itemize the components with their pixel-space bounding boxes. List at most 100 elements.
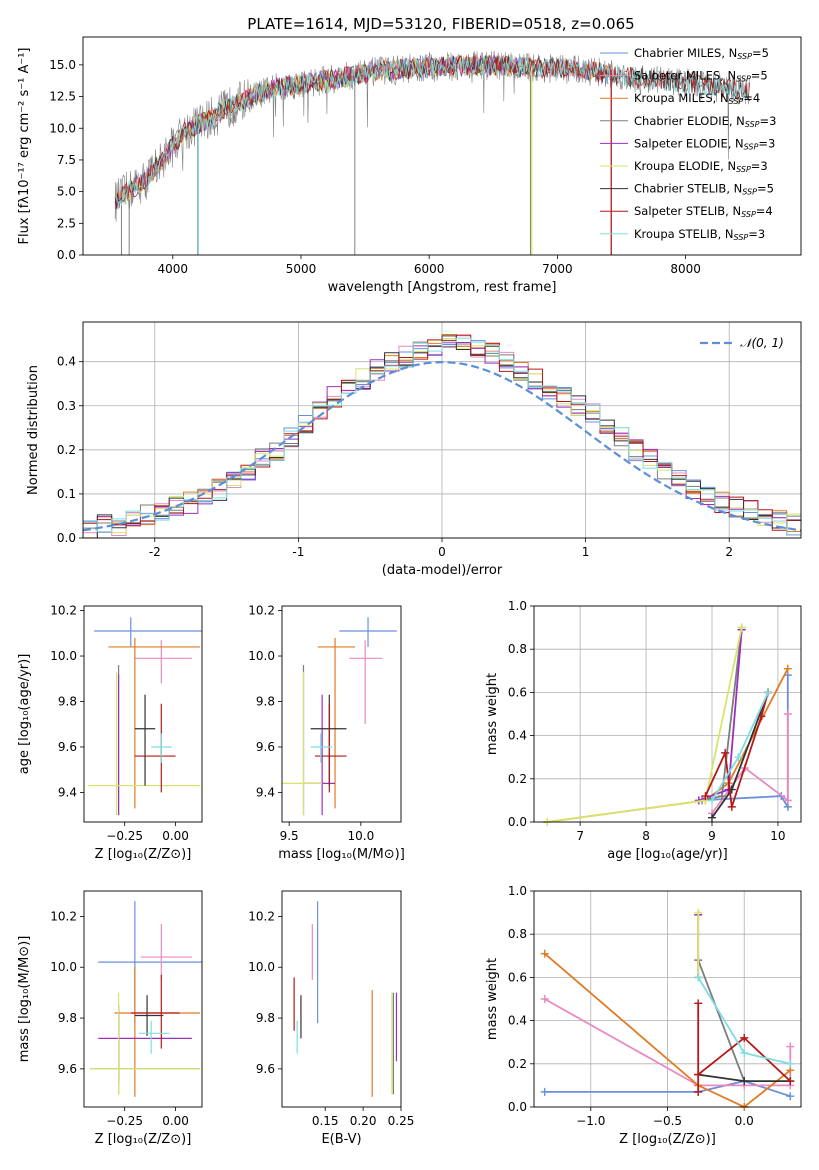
x-tick-label: 8000	[670, 262, 701, 276]
legend-label: Salpeter ELODIE, NSSP=3	[634, 136, 775, 151]
x-axis-label: mass [log₁₀(M/M⊙)]	[278, 847, 405, 862]
age-vs-metallicity-panel: −0.25 0.00 9.4 9.6 9.8 10.0 10.2 Z [log₁₀(Z/Z⊙)…	[17, 604, 203, 862]
axes-frame	[83, 605, 203, 823]
error-bars	[282, 617, 397, 816]
weight-lines	[543, 623, 792, 826]
y-tick-label: 10.2	[248, 604, 275, 618]
x-tick-label: 9	[708, 829, 716, 843]
weight-line-chabrier_elodie	[697, 959, 746, 1082]
x-tick-label: 10	[770, 829, 785, 843]
legend-label: Salpeter STELIB, NSSP=4	[634, 204, 773, 219]
mass-vs-metallicity-panel: −0.25 0.00 9.6 9.8 10.0 10.2 Z [log₁₀(Z/Z⊙)] ma…	[17, 890, 203, 1147]
y-tick-label: 10.2	[248, 909, 275, 923]
histograms	[83, 333, 801, 538]
legend-label: Kroupa ELODIE, NSSP=3	[634, 159, 768, 174]
y-tick-label: 0.0	[57, 248, 76, 262]
x-axis-label: wavelength [Angstrom, rest frame]	[328, 280, 557, 295]
y-tick-label: 0.3	[57, 399, 76, 413]
axes-frame	[281, 605, 402, 823]
weight-marker-kroupa_miles	[783, 664, 792, 673]
y-tick-label: 12.5	[49, 90, 76, 104]
y-tick-label: 2.5	[57, 216, 76, 230]
weight-marker-kroupa_elodie	[737, 623, 746, 632]
x-tick-label: −0.25	[106, 829, 143, 843]
x-tick-label: 4000	[157, 262, 188, 276]
y-tick-label: 9.6	[256, 1062, 275, 1076]
y-tick-label: 10.2	[50, 604, 77, 618]
y-axis-label: Flux [fλ10⁻¹⁷ erg cm⁻² s⁻¹ A⁻¹]	[17, 48, 32, 245]
weight-marker-kroupa_stelib	[734, 753, 743, 762]
error-bars	[293, 901, 398, 1097]
weight-marker-kroupa_stelib	[786, 1059, 795, 1068]
y-tick-label: 10.0	[50, 649, 77, 663]
model-spectrum-kroupa_stelib	[114, 55, 751, 206]
y-tick-label: 0.2	[508, 772, 527, 786]
weight-marker-salpeter_stelib	[701, 792, 710, 801]
y-tick-label: 0.2	[508, 1057, 527, 1071]
x-tick-label: −1.0	[576, 1114, 605, 1128]
axes-frame	[82, 36, 802, 256]
legend-label: 𝒩(0, 1)	[740, 336, 784, 350]
weight-vs-age-panel: 7 8 9 10 0.0 0.2 0.4 0.6 0.8 1.0 age [log₁₀(age/yr…	[485, 599, 802, 862]
weight-marker-salpeter_miles	[783, 710, 792, 718]
weight-marker-salpeter_stelib	[786, 1077, 795, 1086]
x-tick-label: 0.15	[312, 1114, 339, 1128]
legend-label: Chabrier STELIB, NSSP=5	[634, 182, 774, 197]
x-tick-label: 0.00	[162, 829, 189, 843]
spectrum-lines	[114, 50, 751, 255]
y-tick-label: 0.6	[508, 970, 527, 984]
weight-lines	[540, 908, 795, 1111]
x-axis-label: age [log₁₀(age/yr)]	[607, 847, 728, 862]
x-tick-label: 10.0	[347, 829, 374, 843]
weight-marker-chabrier_elodie	[717, 792, 726, 801]
weight-marker-chabrier_miles	[540, 1087, 549, 1096]
y-tick-label: 0.8	[508, 642, 527, 656]
axes-frame	[83, 890, 203, 1108]
histogram-kroupa_stelib	[83, 337, 801, 538]
weight-marker-kroupa_elodie	[694, 908, 703, 917]
y-axis-label: age [log₁₀(age/yr)]	[17, 654, 32, 775]
weight-marker-salpeter_stelib	[694, 1070, 703, 1079]
y-tick-label: 0.8	[508, 927, 527, 941]
y-tick-label: 10.0	[50, 960, 77, 974]
weight-marker-salpeter_stelib	[757, 712, 766, 721]
x-tick-label: 0.0	[735, 1114, 754, 1128]
weight-marker-salpeter_stelib	[694, 1087, 703, 1096]
x-tick-label: −0.25	[106, 1114, 143, 1128]
error-bars	[88, 617, 202, 816]
x-axis-label: Z [log₁₀(Z/Z⊙)]	[619, 1132, 716, 1147]
y-tick-label: 0.0	[508, 1100, 527, 1114]
x-tick-label: 0.00	[162, 1114, 189, 1128]
weight-marker-kroupa_miles	[540, 949, 549, 958]
legend-label: Chabrier ELODIE, NSSP=3	[634, 114, 776, 129]
x-tick-label: −0.5	[653, 1114, 682, 1128]
axes-frame	[281, 890, 402, 1108]
y-tick-label: 10.0	[248, 960, 275, 974]
y-tick-label: 0.6	[508, 685, 527, 699]
y-tick-label: 7.5	[57, 153, 76, 167]
y-tick-label: 9.8	[256, 694, 275, 708]
y-tick-label: 0.4	[508, 1014, 527, 1028]
weight-marker-salpeter_miles	[786, 1042, 795, 1051]
weight-line-kroupa_miles	[544, 952, 791, 1109]
weight-marker-kroupa_stelib	[694, 973, 703, 982]
y-tick-label: 9.8	[256, 1011, 275, 1025]
y-tick-label: 1.0	[508, 884, 527, 898]
y-axis-label: Normed distribution	[26, 365, 41, 495]
y-tick-label: 9.8	[58, 1011, 77, 1025]
spectrum-legend: Chabrier MILES, NSSP=5 Salpeter MILES, NS…	[600, 46, 776, 242]
y-tick-label: 9.4	[58, 785, 77, 799]
y-tick-label: 9.6	[58, 1062, 77, 1076]
weight-marker-salpeter_stelib	[694, 999, 703, 1008]
y-axis-label: mass [log₁₀(M/M⊙)]	[17, 936, 32, 1063]
weight-marker-salpeter_miles	[783, 796, 792, 805]
y-tick-label: 0.0	[508, 815, 527, 829]
legend-label: Salpeter MILES, NSSP=5	[634, 69, 768, 84]
residual-histogram-panel: -2 -1 0 1 2 0.0 0.1 0.2 0.3 0.4 (data-model)/error…	[26, 321, 802, 578]
x-tick-label: 2	[725, 545, 733, 559]
x-tick-label: -1	[292, 545, 304, 559]
weight-marker-kroupa_stelib	[708, 796, 716, 805]
y-tick-label: 15.0	[49, 58, 76, 72]
weight-vs-metallicity-panel: −1.0 −0.5 0.0 0.0 0.2 0.4 0.6 0.8 1.0 Z [log₁₀(Z/…	[485, 884, 802, 1147]
y-tick-label: 0.4	[57, 355, 76, 369]
